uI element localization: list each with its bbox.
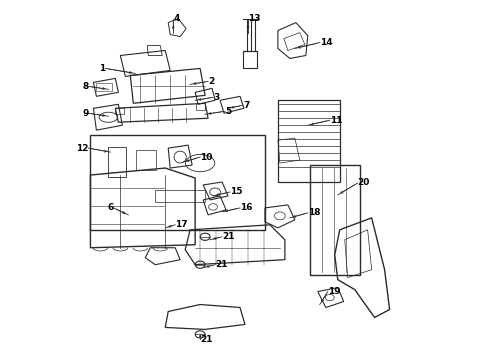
Text: 1: 1 [99, 64, 105, 73]
Text: 12: 12 [76, 144, 89, 153]
Bar [155, 190, 205, 202]
Text: 13: 13 [248, 14, 261, 23]
Text: 16: 16 [240, 203, 252, 212]
Text: 20: 20 [358, 179, 370, 188]
Text: 18: 18 [308, 208, 320, 217]
Text: 7: 7 [243, 101, 249, 110]
Bar [108, 147, 126, 177]
Text: 6: 6 [107, 203, 113, 212]
Text: 14: 14 [320, 38, 332, 47]
Bar [91, 135, 265, 230]
Text: 21: 21 [215, 260, 227, 269]
Text: 8: 8 [82, 82, 89, 91]
Text: 3: 3 [213, 93, 220, 102]
Text: 5: 5 [225, 107, 231, 116]
Text: 11: 11 [330, 116, 342, 125]
Bar [97, 84, 112, 91]
Text: 4: 4 [173, 14, 179, 23]
Bar [310, 165, 360, 275]
Text: 17: 17 [175, 220, 188, 229]
Bar [278, 100, 340, 182]
Bar [136, 150, 156, 170]
Text: 21: 21 [200, 335, 213, 344]
Text: 19: 19 [328, 287, 341, 296]
Text: 10: 10 [200, 153, 213, 162]
Text: 15: 15 [230, 188, 243, 197]
Text: 2: 2 [208, 77, 214, 86]
Text: 21: 21 [222, 232, 235, 241]
Bar [243, 50, 257, 68]
Text: 9: 9 [82, 109, 89, 118]
